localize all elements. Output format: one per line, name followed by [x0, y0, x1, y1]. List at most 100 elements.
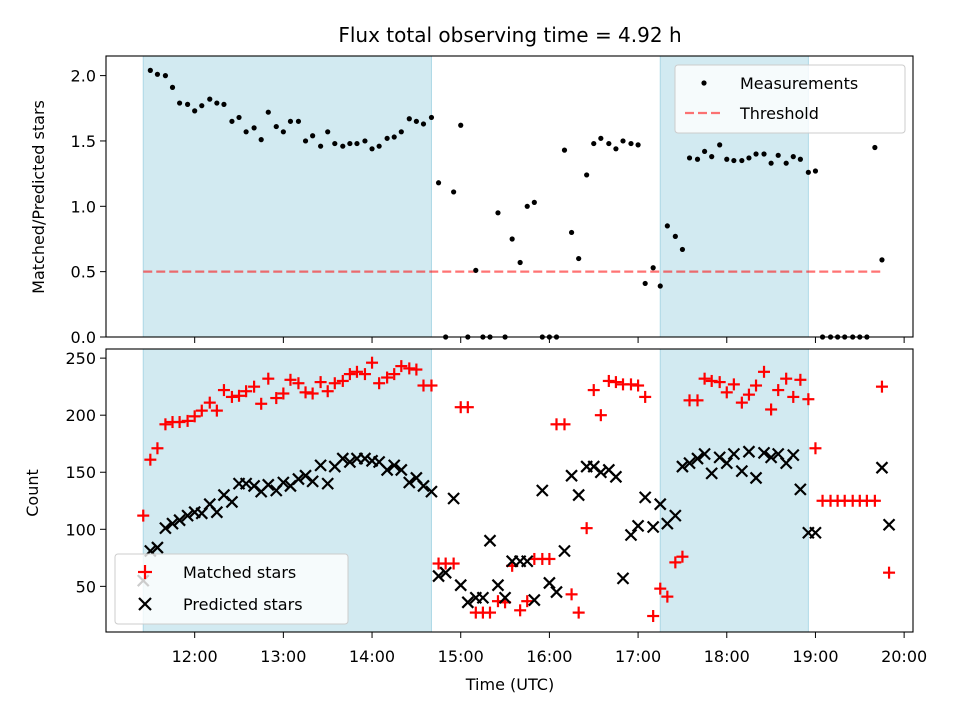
predicted-star-point — [210, 505, 224, 519]
predicted-star-point-b — [875, 461, 889, 474]
predicted-star-point-b — [403, 476, 416, 489]
measurement-point — [347, 140, 353, 147]
y-tick-label: 50 — [76, 577, 96, 596]
measurement-point — [709, 154, 715, 160]
predicted-star-point — [594, 465, 608, 479]
ratio-legend: Measurements Threshold — [674, 64, 906, 134]
predicted-star-point — [321, 477, 334, 490]
predicted-star-point — [395, 463, 408, 477]
measurement-point — [340, 143, 346, 149]
measurement-point — [229, 118, 235, 124]
predicted-star-point-b — [380, 463, 394, 477]
measurement-point — [650, 265, 656, 271]
measurement-point — [517, 259, 523, 266]
measurement-point — [495, 210, 501, 216]
measurement-point — [761, 151, 767, 157]
count-legend-box — [114, 553, 349, 625]
predicted-star-point-b — [536, 484, 549, 497]
predicted-star-point-b — [292, 472, 305, 486]
measurement-point — [473, 267, 479, 273]
matched-star-point — [277, 387, 290, 400]
predicted-star-point-b — [646, 520, 660, 534]
predicted-star-point-b — [771, 447, 785, 461]
matched-star-point — [772, 384, 785, 397]
predicted-star-point-b — [543, 576, 556, 590]
matched-star-point — [358, 368, 371, 381]
matched-star-point — [765, 403, 778, 416]
measurement-point — [273, 123, 279, 130]
measurement-point — [717, 142, 723, 148]
measurement-point — [753, 151, 759, 157]
measurement-point — [420, 121, 427, 127]
measurement-point — [731, 157, 737, 164]
predicted-star-point — [314, 459, 327, 472]
matched-star-point — [647, 610, 660, 623]
predicted-star-point-b — [676, 460, 689, 473]
predicted-star-point — [683, 456, 696, 470]
matched-star-point — [514, 604, 527, 617]
predicted-star-point — [749, 471, 763, 485]
predicted-star-point-b — [343, 455, 357, 469]
matched-star-point — [483, 606, 496, 619]
predicted-star-point — [609, 470, 623, 484]
predicted-star-point-b — [550, 585, 563, 599]
measurement-point — [214, 100, 220, 106]
predicted-star-point-b — [683, 456, 696, 470]
predicted-star-point — [809, 526, 822, 539]
predicted-star-point-b — [587, 460, 601, 473]
measurement-point — [265, 109, 271, 115]
predicted-star-point — [735, 464, 749, 478]
predicted-star-point-b — [609, 470, 623, 484]
measurement-point — [236, 114, 242, 121]
measurement-point — [295, 118, 302, 124]
predicted-star-point-b — [159, 521, 172, 535]
x-tick-label: 18:00 — [704, 647, 750, 666]
matched-star-point — [173, 416, 186, 429]
measurement-point — [812, 168, 819, 174]
measurement-point — [384, 135, 390, 141]
predicted-star-point-b — [764, 451, 778, 464]
predicted-star-point-b — [713, 451, 726, 464]
matched-star-point — [195, 404, 208, 417]
matched-star-point — [580, 522, 593, 535]
y-tick-label: 250 — [65, 349, 96, 368]
predicted-star-point-b — [558, 544, 571, 558]
matched-star-point — [758, 365, 771, 378]
x-tick-label: 20:00 — [881, 647, 927, 666]
matched-star-point — [713, 376, 726, 389]
matched-star-point — [292, 377, 305, 390]
predicted-star-point — [676, 460, 689, 473]
measurement-point — [805, 169, 811, 175]
measurement-point — [413, 118, 419, 124]
matched-star-point — [395, 360, 408, 373]
matched-star-point — [735, 396, 748, 409]
ratio-panel: 0.00.51.01.52.0 Matched/Predicted stars … — [29, 55, 914, 347]
measurement-point — [664, 223, 670, 229]
x-tick-label: 16:00 — [526, 647, 572, 666]
legend-predicted-marker — [138, 597, 152, 611]
predicted-star-point — [432, 569, 445, 583]
measurement-point — [318, 143, 324, 149]
measurement-point — [657, 283, 663, 289]
matched-star-point — [248, 380, 261, 393]
matched-star-point — [809, 442, 822, 455]
measurement-point — [199, 103, 205, 109]
matched-star-point — [720, 386, 733, 399]
predicted-star-point — [705, 467, 718, 480]
measurement-point — [584, 172, 590, 178]
legend-matched-label: Matched stars — [183, 563, 296, 582]
predicted-star-point — [520, 554, 534, 568]
measurement-point — [790, 154, 796, 160]
matched-star-point — [403, 362, 416, 375]
y-tick-label: 1.0 — [71, 197, 96, 216]
predicted-star-point — [565, 469, 578, 482]
measurement-point — [642, 280, 648, 287]
y-tick-label: 0.0 — [71, 328, 96, 347]
predicted-star-point-b — [638, 491, 652, 504]
predicted-star-point — [558, 544, 571, 558]
measurement-point — [362, 138, 368, 144]
measurement-point — [435, 180, 442, 186]
predicted-star-point-b — [735, 464, 749, 478]
predicted-star-point-b — [742, 445, 756, 458]
measurement-point — [354, 140, 360, 147]
